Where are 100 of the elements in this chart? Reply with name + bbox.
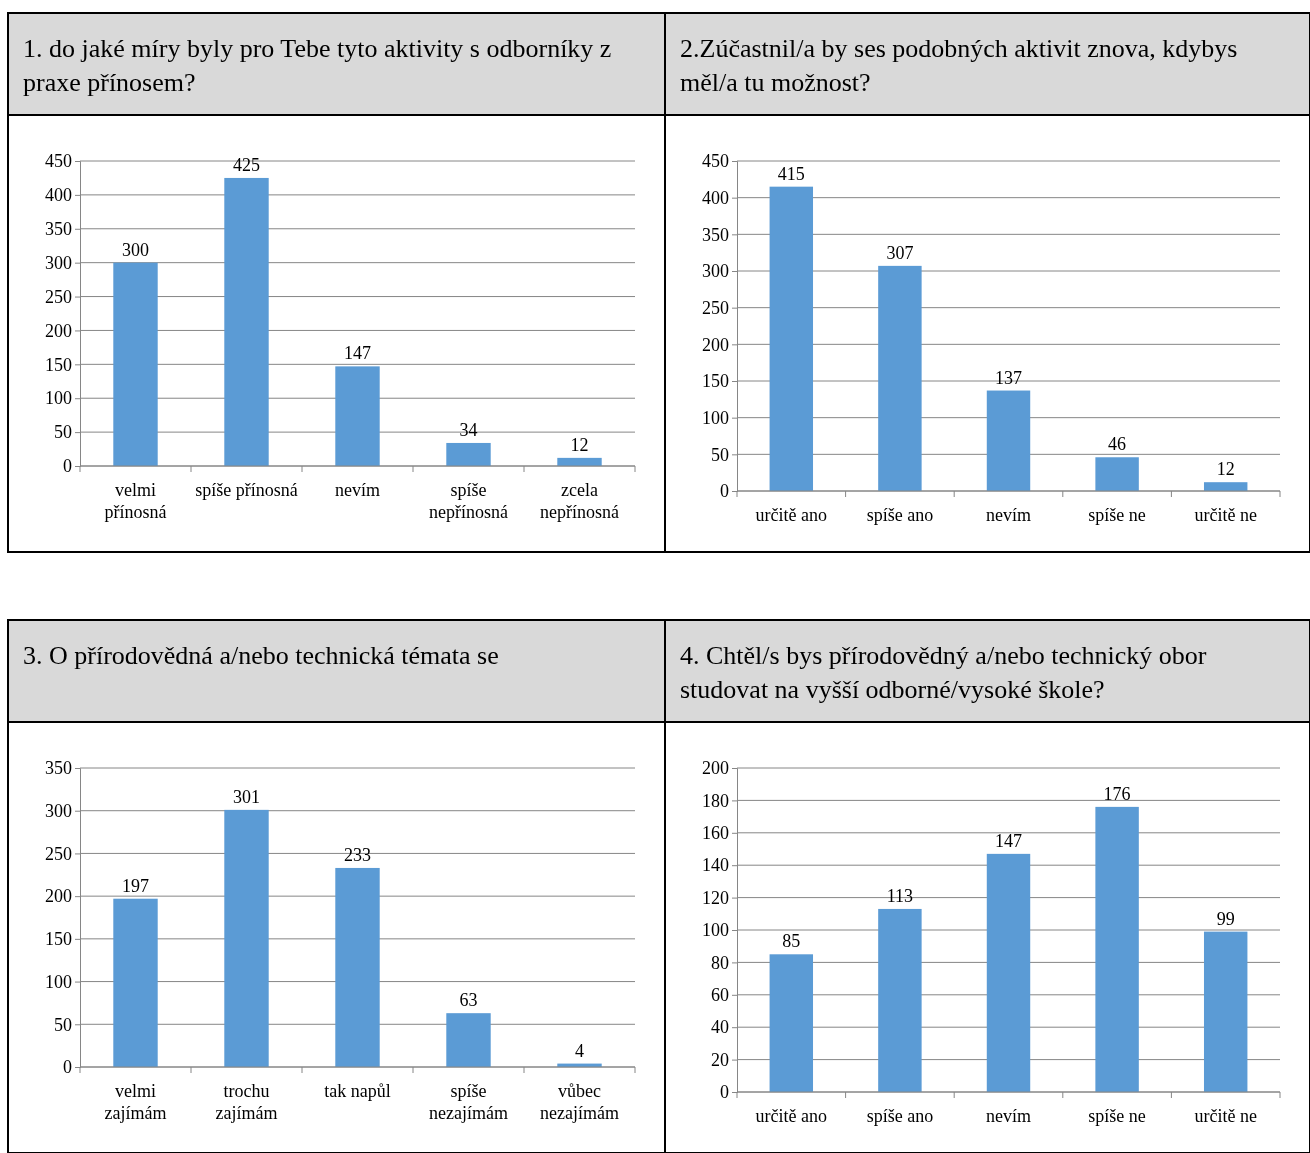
bar: [1095, 457, 1139, 491]
x-tick-label: spíše ne: [1088, 1106, 1146, 1126]
y-tick-label: 250: [702, 297, 729, 318]
y-tick-label: 50: [54, 1014, 72, 1035]
x-tick-label: nevím: [986, 505, 1031, 525]
y-tick-label: 160: [702, 823, 729, 844]
x-tick-label: určitě ne: [1194, 1106, 1257, 1126]
y-tick-label: 180: [702, 790, 729, 811]
data-label: 307: [886, 242, 914, 263]
x-tick-label: spíše přínosná: [195, 480, 298, 500]
y-tick-label: 200: [702, 758, 729, 779]
x-tick-label: spíše ano: [866, 505, 934, 525]
bar: [1203, 931, 1248, 1092]
x-tick-label: vůbec nezajímám: [540, 1081, 619, 1123]
chart-title: 1. do jaké míry byly pro Tebe tyto aktivity s odborníky z praxe přínosem?: [23, 34, 612, 97]
y-tick-label: 80: [711, 952, 729, 973]
y-tick-label: 140: [702, 855, 729, 876]
data-label: 147: [344, 343, 371, 364]
bar: [224, 809, 269, 1067]
data-label: 85: [782, 931, 801, 952]
data-label: 233: [344, 844, 371, 865]
y-tick-label: 40: [711, 1017, 729, 1038]
y-tick-label: 450: [45, 151, 72, 172]
x-tick-label: nevím: [335, 480, 380, 500]
y-tick-label: 200: [45, 320, 72, 341]
chart-title: 4. Chtěl/s bys přírodovědný a/nebo technický obor studovat na vyšší odborné/vysoké škole?: [680, 641, 1207, 704]
bar: [335, 366, 380, 466]
data-label: 12: [570, 434, 589, 455]
y-tick-label: 100: [702, 407, 729, 428]
bar: [769, 186, 814, 491]
data-label: 12: [1216, 459, 1235, 480]
bar: [446, 442, 491, 466]
y-tick-label: 400: [45, 185, 72, 206]
bar: [113, 262, 158, 466]
bar: [335, 867, 380, 1067]
y-tick-label: 50: [711, 444, 729, 465]
data-label: 34: [459, 419, 478, 440]
y-tick-label: 150: [45, 354, 72, 375]
chart-title: 3. O přírodovědná a/nebo technická témata se: [23, 641, 499, 670]
y-tick-label: 120: [702, 887, 729, 908]
y-tick-label: 250: [45, 843, 72, 864]
bar: [446, 1013, 491, 1067]
y-tick-label: 0: [63, 456, 72, 477]
bar: [1095, 806, 1139, 1092]
x-tick-label: spíše nezajímám: [429, 1081, 508, 1123]
x-tick-label: spíše ano: [866, 1106, 934, 1126]
chart-title: 2.Zúčastnil/a by ses podobných aktivit znova, kdybys měl/a tu možnost?: [680, 34, 1238, 97]
bar: [878, 265, 922, 491]
data-label: 46: [1108, 434, 1127, 455]
data-label: 147: [995, 830, 1022, 851]
y-tick-label: 350: [45, 758, 72, 779]
data-label: 63: [459, 990, 478, 1011]
y-tick-label: 150: [45, 929, 72, 950]
bar: [113, 898, 158, 1067]
x-tick-label: zcela nepřínosná: [540, 480, 619, 522]
data-label: 415: [777, 163, 805, 184]
y-tick-label: 150: [702, 371, 729, 392]
data-label: 113: [886, 885, 914, 906]
data-label: 425: [233, 154, 260, 175]
y-tick-label: 200: [702, 334, 729, 355]
data-label: 301: [233, 786, 260, 807]
data-label: 99: [1216, 908, 1235, 929]
y-tick-label: 100: [702, 920, 729, 941]
x-tick-label: spíše nepřínosná: [429, 480, 508, 522]
y-tick-label: 0: [720, 1082, 729, 1103]
x-tick-label: tak napůl: [324, 1081, 391, 1101]
y-tick-label: 20: [711, 1049, 729, 1070]
y-tick-label: 250: [45, 286, 72, 307]
x-tick-label: trochu zajímám: [215, 1081, 278, 1123]
y-tick-label: 300: [45, 800, 72, 821]
bar: [986, 390, 1031, 491]
y-tick-label: 450: [702, 151, 729, 172]
y-tick-label: 50: [54, 422, 72, 443]
y-tick-label: 60: [711, 985, 729, 1006]
y-tick-label: 350: [45, 219, 72, 240]
y-tick-label: 100: [45, 388, 72, 409]
bar: [1203, 482, 1248, 491]
x-tick-label: určitě ano: [755, 1106, 828, 1126]
y-tick-label: 400: [702, 187, 729, 208]
x-tick-label: určitě ano: [755, 505, 828, 525]
data-label: 4: [575, 1040, 584, 1061]
x-tick-label: určitě ne: [1194, 505, 1257, 525]
bar: [986, 853, 1031, 1092]
y-tick-label: 100: [45, 971, 72, 992]
y-tick-label: 300: [702, 261, 729, 282]
y-tick-label: 0: [720, 481, 729, 502]
bar: [224, 177, 269, 466]
x-tick-label: spíše ne: [1088, 505, 1146, 525]
data-label: 176: [1103, 783, 1131, 804]
y-tick-label: 350: [702, 224, 729, 245]
y-tick-label: 0: [63, 1057, 72, 1078]
bar: [878, 908, 922, 1092]
bar: [769, 954, 814, 1092]
data-label: 137: [995, 367, 1022, 388]
x-tick-label: nevím: [986, 1106, 1031, 1126]
data-label: 197: [122, 875, 149, 896]
y-tick-label: 200: [45, 886, 72, 907]
x-tick-label: velmi zajímám: [104, 1081, 167, 1123]
x-tick-label: velmi přínosná: [104, 480, 167, 522]
y-tick-label: 300: [45, 252, 72, 273]
